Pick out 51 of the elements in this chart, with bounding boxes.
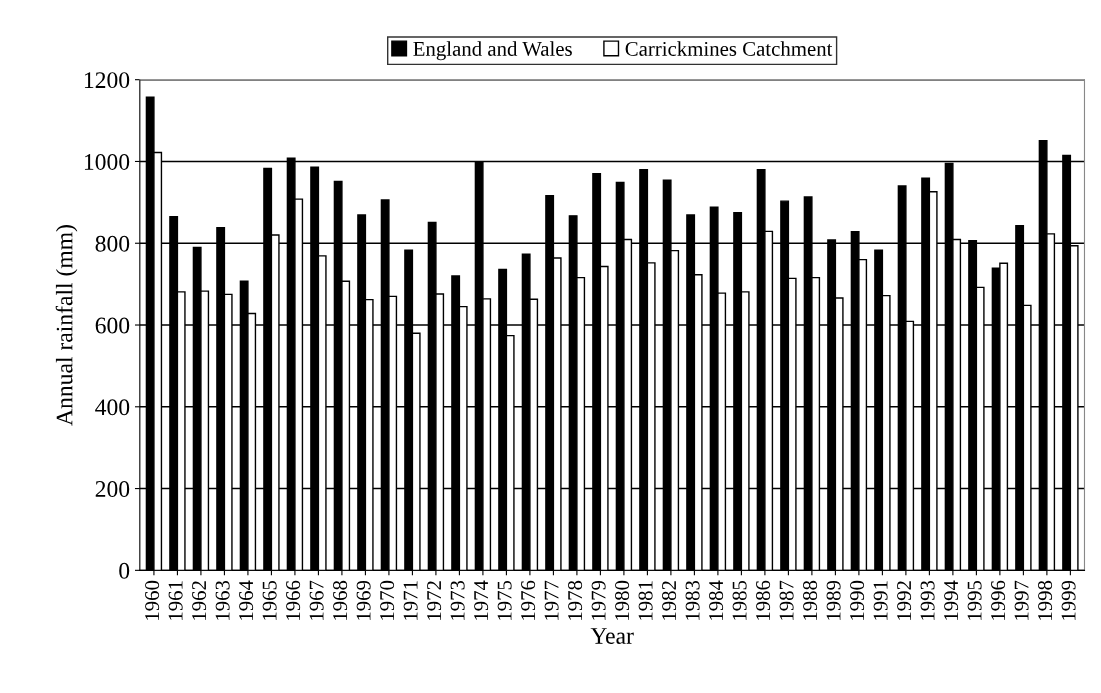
x-tick-label: 1993 [920, 580, 935, 620]
y-tick-label: 200 [95, 481, 130, 497]
x-tick-label: 1964 [239, 580, 254, 620]
y-tick-label: 800 [95, 235, 130, 252]
x-tick-label: 1997 [1014, 580, 1029, 620]
x-tick-label: 1967 [309, 580, 324, 620]
x-axis-title: Year [590, 628, 634, 644]
x-tick-label: 1975 [497, 580, 512, 620]
x-tick-label: 1963 [215, 580, 230, 620]
x-tick-label: 1989 [826, 580, 841, 620]
x-tick-label: 1986 [756, 580, 771, 620]
y-axis-title: Annual rainfall (mm) [55, 225, 78, 426]
x-tick-label: 1996 [991, 580, 1006, 620]
x-tick-label: 1998 [1038, 580, 1053, 620]
x-tick-label: 1962 [192, 581, 207, 620]
x-tick-label: 1970 [380, 580, 395, 620]
x-tick-label: 1987 [779, 580, 794, 620]
x-tick-label: 1974 [474, 580, 489, 620]
x-tick-label: 1961 [168, 581, 183, 620]
x-tick-label: 1981 [638, 581, 653, 620]
x-tick-label: 1972 [427, 581, 442, 620]
x-tick-label: 1994 [944, 580, 959, 620]
x-tick-label: 1960 [145, 580, 160, 620]
legend-label: Carrickmines Catchment [625, 41, 833, 56]
x-tick-label: 1976 [521, 580, 536, 620]
x-tick-label: 1995 [967, 580, 982, 620]
x-tick-label: 1999 [1061, 580, 1076, 620]
x-tick-label: 1968 [333, 580, 348, 620]
x-tick-label: 1965 [262, 580, 277, 620]
x-tick-label: 1992 [897, 581, 912, 620]
x-tick-label: 1977 [544, 580, 559, 620]
legend-label: England and Wales [413, 41, 572, 61]
y-tick-label: 400 [95, 399, 130, 416]
x-tick-label: 1966 [286, 580, 301, 620]
y-tick-label: 600 [95, 317, 130, 334]
x-tick-label: 1983 [685, 580, 700, 620]
x-tick-label: 1979 [591, 580, 606, 620]
x-tick-label: 1991 [873, 581, 888, 620]
y-tick-label: 0 [119, 562, 130, 579]
x-tick-label: 1985 [732, 580, 747, 620]
x-tick-label: 1980 [615, 580, 630, 620]
x-tick-label: 1984 [709, 580, 724, 620]
x-tick-label: 1990 [850, 580, 865, 620]
x-tick-label: 1978 [568, 580, 583, 620]
y-tick-label: 1000 [84, 153, 130, 170]
x-tick-label: 1973 [450, 580, 465, 620]
x-tick-label: 1969 [356, 580, 371, 620]
x-tick-label: 1982 [662, 581, 677, 620]
y-tick-label: 1200 [84, 72, 130, 89]
x-tick-label: 1971 [403, 581, 418, 620]
x-tick-label: 1988 [803, 580, 818, 620]
